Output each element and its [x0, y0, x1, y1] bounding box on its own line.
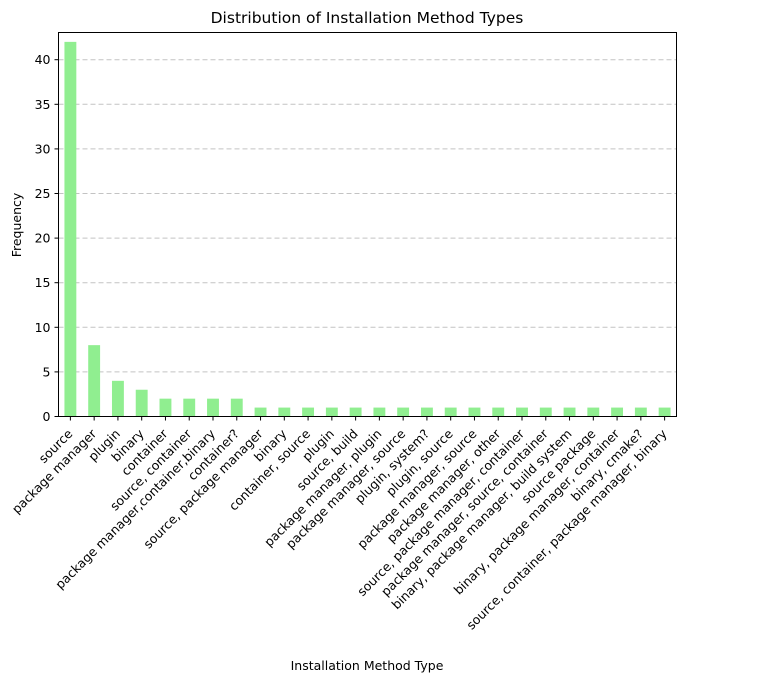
y-tick-label: 5	[43, 364, 51, 379]
bar	[373, 407, 386, 417]
bar	[492, 407, 505, 417]
bar	[111, 380, 124, 417]
y-tick-label: 30	[35, 141, 51, 156]
bar	[183, 398, 196, 417]
bar	[230, 398, 243, 417]
bar	[88, 345, 101, 417]
bar	[207, 398, 219, 417]
gridlines	[58, 59, 677, 373]
y-tick-label: 25	[35, 186, 51, 201]
bar	[634, 407, 647, 417]
bar	[135, 389, 148, 417]
y-tick-label: 10	[35, 320, 51, 335]
chart-title: Distribution of Installation Method Type…	[211, 9, 524, 27]
bar	[302, 407, 315, 417]
bar	[254, 407, 267, 417]
bar	[64, 41, 77, 417]
y-tick-label: 20	[35, 231, 51, 246]
bar	[658, 407, 671, 417]
bar	[468, 407, 481, 417]
bars	[64, 41, 671, 417]
bar	[611, 407, 624, 417]
bar	[420, 407, 433, 417]
bar	[159, 398, 172, 417]
bar	[563, 407, 576, 417]
bar	[444, 407, 457, 417]
bar	[278, 407, 291, 417]
y-tick-label: 15	[35, 275, 51, 290]
bar	[587, 407, 600, 417]
y-tick-label: 40	[35, 52, 51, 67]
y-tick-label: 0	[43, 409, 51, 424]
bar	[539, 407, 552, 417]
y-tick-label: 35	[35, 97, 51, 112]
plot-frame	[58, 32, 677, 417]
y-axis: 0 5 10 15 20 25 30 35 40	[35, 52, 59, 424]
bar	[325, 407, 338, 417]
x-axis-label: Installation Method Type	[291, 658, 444, 673]
y-axis-label: Frequency	[9, 192, 24, 257]
bar	[349, 407, 362, 417]
bar	[397, 407, 410, 417]
bar	[516, 407, 528, 417]
